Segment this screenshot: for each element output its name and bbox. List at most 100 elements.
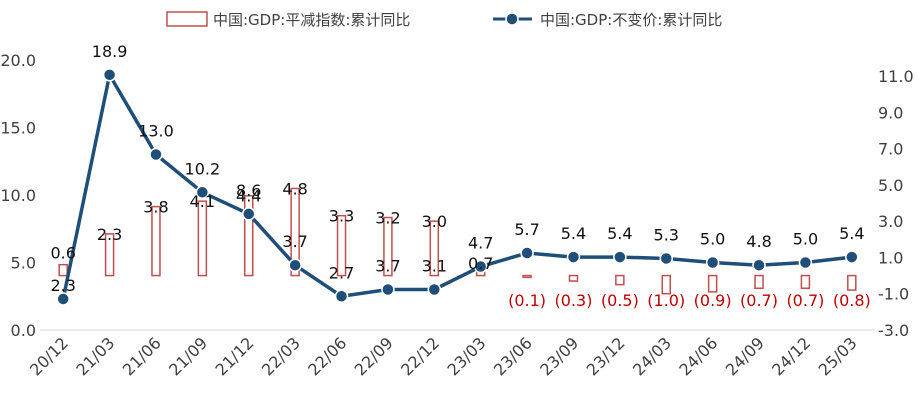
y-left-tick-label: 20.0 — [0, 51, 36, 70]
line-data-label: 4.8 — [746, 232, 771, 251]
line-point — [520, 246, 534, 260]
line-point — [659, 251, 673, 266]
line-point — [288, 258, 302, 272]
x-tick-label: 20/12 — [26, 333, 72, 379]
bar — [615, 274, 625, 286]
y-right-tick-label: 5.0 — [878, 176, 903, 195]
bar-data-label: 3.3 — [329, 207, 354, 226]
line-point — [427, 282, 442, 297]
x-tick-label: 23/06 — [490, 333, 536, 379]
line-data-label: 2.3 — [50, 276, 75, 295]
line-point — [102, 68, 117, 82]
x-tick-label: 24/06 — [675, 333, 721, 379]
line-point — [242, 207, 256, 221]
line-point — [566, 250, 581, 264]
y-right-tick-label: 7.0 — [878, 140, 903, 159]
bar-data-label: 3.0 — [422, 212, 447, 231]
line-data-label: 2.7 — [329, 263, 354, 282]
bar-data-label: (0.7) — [740, 291, 778, 310]
x-tick-label: 21/06 — [119, 333, 165, 379]
x-tick-label: 24/12 — [768, 333, 814, 379]
bar-series — [58, 187, 857, 295]
legend-bar-label: 中国:GDP:平减指数:累计同比 — [213, 11, 410, 29]
line-data-label: 5.4 — [561, 224, 586, 243]
legend-bar-swatch — [166, 11, 208, 27]
bar — [197, 200, 208, 277]
x-tick-label: 23/12 — [583, 333, 629, 379]
line-point — [56, 292, 70, 306]
bar — [429, 220, 440, 277]
line-data-label: 8.6 — [236, 181, 261, 200]
series-line — [61, 73, 853, 300]
axes: 0.0 5.0 10.0 15.0 20.0 -3.0 -1.0 1.0 3.0 5.0 7.0 9.… — [0, 51, 913, 379]
line-point — [798, 255, 813, 270]
bar — [336, 214, 347, 277]
line-data-label: 3.7 — [282, 232, 307, 251]
bar-data-label: 3.8 — [143, 198, 168, 217]
bar-data-label: (0.1) — [508, 291, 546, 310]
x-tick-label: 22/09 — [351, 333, 397, 379]
bar-data-label: (0.5) — [601, 291, 639, 310]
bar — [151, 205, 161, 277]
bar-data-label: 2.3 — [97, 225, 122, 244]
bar — [707, 274, 718, 293]
line-data-label: 5.0 — [793, 230, 818, 249]
x-tick-label: 24/03 — [629, 333, 675, 379]
y-right-tick-label: 9.0 — [878, 103, 903, 122]
line-point — [752, 258, 766, 272]
line-point — [334, 289, 349, 303]
line-data-label: 10.2 — [185, 159, 221, 178]
x-tick-label: 23/09 — [536, 333, 582, 379]
x-tick-label: 22/03 — [258, 333, 304, 379]
line-data-label: 4.7 — [468, 234, 493, 253]
line-data-label: 5.3 — [654, 225, 679, 244]
y-left-tick-label: 0.0 — [11, 321, 36, 340]
y-left-tick-label: 5.0 — [11, 254, 36, 273]
bar — [800, 274, 811, 290]
y-right-tick-label: -1.0 — [878, 285, 909, 304]
line-point — [149, 147, 163, 162]
line-point — [473, 259, 488, 274]
bar-data-label: (0.3) — [555, 291, 593, 310]
line-point — [845, 250, 859, 264]
line-data-label: 13.0 — [138, 122, 174, 141]
bar — [290, 187, 300, 277]
legend-line-marker — [505, 12, 519, 26]
line-data-label: 5.7 — [514, 220, 539, 239]
line-point — [381, 282, 395, 297]
y-left-tick-label: 15.0 — [0, 119, 36, 138]
y-right-tick-label: 3.0 — [878, 212, 903, 231]
y-right-tick-label: 1.0 — [878, 248, 903, 267]
bar-data-label: 4.8 — [282, 179, 307, 198]
bar-data-label: 4.1 — [190, 192, 215, 211]
x-tick-label: 21/03 — [72, 333, 118, 379]
x-tick-label: 25/03 — [815, 333, 861, 379]
bar-data-label: (0.9) — [694, 291, 732, 310]
bar — [568, 274, 579, 282]
bar — [847, 274, 857, 291]
bar — [244, 194, 254, 277]
legend: 中国:GDP:平减指数:累计同比 中国:GDP:不变价:累计同比 — [166, 11, 722, 29]
line-data-label: 18.9 — [92, 42, 128, 61]
y-right-tick-label: 11.0 — [878, 67, 914, 86]
line-point — [613, 250, 627, 264]
line-data-label: 3.7 — [375, 257, 400, 276]
bar — [58, 263, 68, 277]
bar-data-label: (0.7) — [786, 291, 824, 310]
bar-data-label: (0.8) — [833, 291, 871, 310]
x-tick-label: 21/12 — [212, 333, 258, 379]
x-tick-label: 22/06 — [304, 333, 350, 379]
bar — [522, 274, 532, 279]
line-data-label: 5.0 — [700, 230, 725, 249]
legend-line-label: 中国:GDP:不变价:累计同比 — [540, 11, 722, 29]
x-tick-label: 23/03 — [443, 333, 489, 379]
line-series — [56, 68, 859, 306]
x-tick-label: 24/09 — [722, 333, 768, 379]
y-right-tick-label: -3.0 — [878, 321, 909, 340]
bar-data-label: 3.2 — [375, 209, 400, 228]
line-data-label: 5.4 — [839, 224, 864, 243]
x-tick-label: 21/09 — [165, 333, 211, 379]
bar — [104, 233, 115, 277]
line-data-label: 5.4 — [607, 224, 632, 243]
